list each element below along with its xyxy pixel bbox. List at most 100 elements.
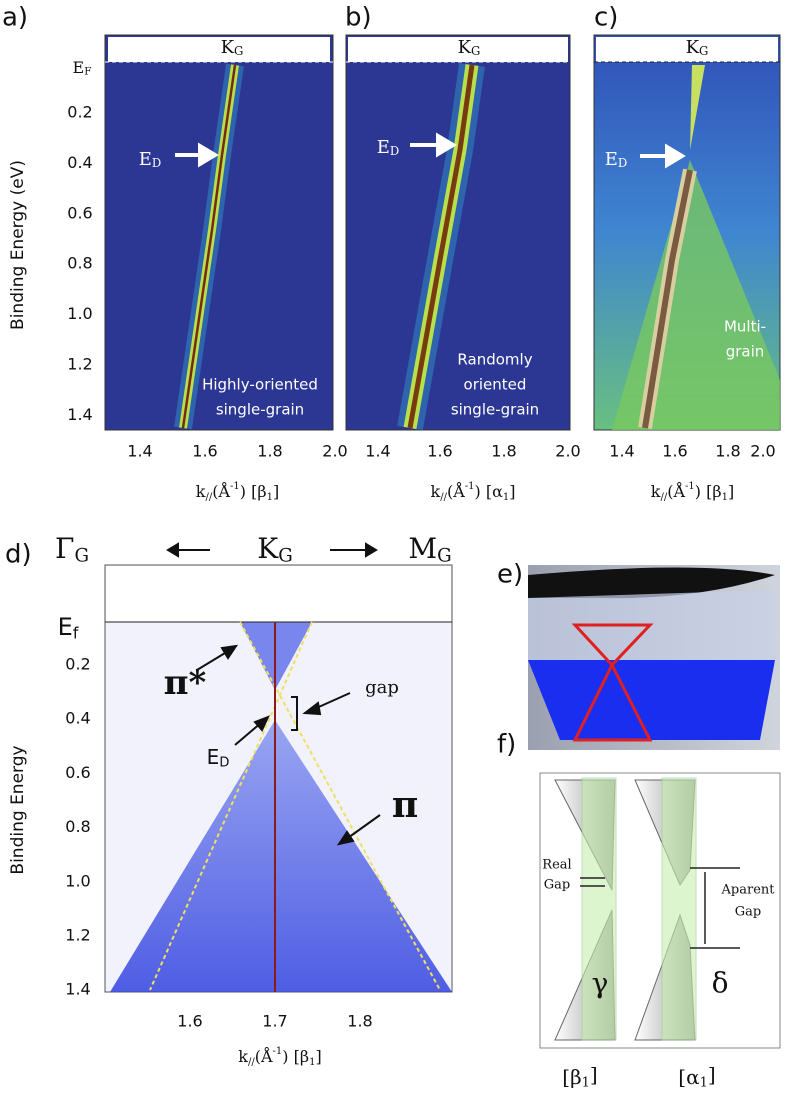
artwork <box>104 34 781 1049</box>
y-tick-label: 0.6 <box>65 763 90 782</box>
annotation: gap <box>365 677 399 698</box>
fermi-label: Ef <box>58 613 79 642</box>
x-axis-label-part: 1 <box>309 1057 315 1068</box>
fermi-label-base: E <box>73 58 85 77</box>
x-tick-label: 1.4 <box>609 442 634 461</box>
x-axis-label-part: ] <box>728 482 734 501</box>
y-tick-label: 0.8 <box>67 254 92 273</box>
y-tick-label: 0.2 <box>65 655 90 674</box>
annotation: oriented <box>464 376 527 394</box>
point-label-sub: G <box>699 44 708 58</box>
y-tick-label: 1.0 <box>65 871 90 890</box>
x-axis-label-part: 1 <box>722 492 728 503</box>
point-label-sub: G <box>278 545 293 566</box>
x-axis-label-part: (Å <box>667 481 685 501</box>
annotation: Highly-oriented <box>202 376 318 394</box>
point-label-base: K <box>257 532 279 565</box>
direction-label-end: ] <box>590 1062 598 1086</box>
y-tick-label: 0.8 <box>65 817 90 836</box>
fermi-label-base: E <box>58 613 73 641</box>
x-axis-label-part: 1 <box>267 492 273 503</box>
x-axis-label-part: ) [β <box>240 482 267 501</box>
direction-label-base: Γ <box>55 532 74 565</box>
dirac-label-base: E <box>139 149 152 170</box>
direction-label-base: [β <box>562 1065 581 1089</box>
x-axis-label: k//(Å-1) [α1] <box>431 481 516 503</box>
x-axis-label-part: k <box>651 482 661 501</box>
y-tick-label: 0.2 <box>67 103 92 122</box>
dirac-label-base: E <box>207 745 220 769</box>
panel-letter: e) <box>497 560 523 590</box>
x-axis-label-part: 1 <box>503 492 509 503</box>
dirac-label-base: E <box>377 137 390 158</box>
fermi-label-sub: f <box>73 624 79 642</box>
panel-letter: d) <box>5 540 32 570</box>
annotation: γ <box>592 967 609 1000</box>
dirac-label-sub: D <box>152 156 161 170</box>
panel-letter: f) <box>497 730 516 760</box>
panel-letter: c) <box>594 3 618 33</box>
x-tick-label: 2.0 <box>750 442 775 461</box>
dirac-label-base: E <box>605 149 618 170</box>
x-axis-label-part: -1 <box>465 481 475 492</box>
x-tick-label: 1.6 <box>662 442 687 461</box>
annotation: single-grain <box>451 401 539 419</box>
point-label-base: K <box>686 37 700 58</box>
y-tick-label: 1.0 <box>67 304 92 323</box>
y-tick-label: 0.6 <box>67 203 92 222</box>
annotation: single-grain <box>216 401 304 419</box>
x-axis-label-part: // <box>660 492 667 503</box>
dirac-label: ED <box>139 149 162 170</box>
annotation: π* <box>164 663 207 703</box>
direction-label: [β1] <box>562 1062 597 1090</box>
direction-label: ΓG <box>55 532 89 567</box>
point-label: KG <box>458 37 481 58</box>
x-axis-label: k//(Å-1) [β1] <box>196 481 279 503</box>
x-axis-label-part: ] <box>509 482 515 501</box>
x-axis-label-part: // <box>440 492 447 503</box>
point-label: KG <box>257 532 292 567</box>
point-label-sub: G <box>471 44 480 58</box>
y-axis-label: Binding Energy <box>8 745 28 874</box>
y-tick-label: 1.4 <box>67 405 92 424</box>
x-tick-label: 1.8 <box>257 442 282 461</box>
direction-label-end: ] <box>708 1062 716 1086</box>
y-axis-label: Binding Energy (eV) <box>8 160 28 330</box>
annotation: grain <box>726 343 765 361</box>
x-tick-label: 1.7 <box>262 1012 287 1031</box>
direction-label-base: M <box>408 532 437 565</box>
direction-label: MG <box>408 532 451 567</box>
x-tick-label: 1.6 <box>192 442 217 461</box>
direction-label-sub: 1 <box>700 1075 708 1090</box>
x-tick-label: 1.4 <box>127 442 152 461</box>
x-axis-label-part: ] <box>315 1047 321 1066</box>
point-label-base: K <box>458 37 472 58</box>
direction-label-sub: 1 <box>582 1075 590 1090</box>
x-axis-label-part: // <box>248 1057 255 1068</box>
x-tick-label: 1.8 <box>715 442 740 461</box>
x-axis-label-part: -1 <box>685 481 695 492</box>
x-axis-label-part: ) [β <box>282 1047 309 1066</box>
annotation: Randomly <box>457 351 532 369</box>
dirac-label: ED <box>377 137 400 158</box>
y-tick-label: 1.4 <box>65 980 90 999</box>
annotation: Real <box>542 858 571 873</box>
x-axis-label: k//(Å-1) [β1] <box>238 1046 321 1068</box>
dirac-label-sub: D <box>618 156 627 170</box>
y-tick-label: 1.2 <box>65 926 90 945</box>
panel-letter: a) <box>2 3 28 33</box>
x-tick-label: 1.6 <box>177 1012 202 1031</box>
x-axis-label-part: ) [β <box>695 482 722 501</box>
y-tick-label: 1.2 <box>67 355 92 374</box>
dirac-label-sub: D <box>390 144 399 158</box>
dirac-label: ED <box>605 149 628 170</box>
y-tick-label: 0.4 <box>67 153 92 172</box>
x-tick-label: 1.8 <box>347 1012 372 1031</box>
annotation: Aparent <box>721 883 776 898</box>
x-axis-label: k//(Å-1) [β1] <box>651 481 734 503</box>
annotation: π <box>392 784 418 826</box>
y-tick-label: 0.4 <box>65 709 90 728</box>
point-label-base: K <box>221 37 235 58</box>
point-label: KG <box>686 37 709 58</box>
